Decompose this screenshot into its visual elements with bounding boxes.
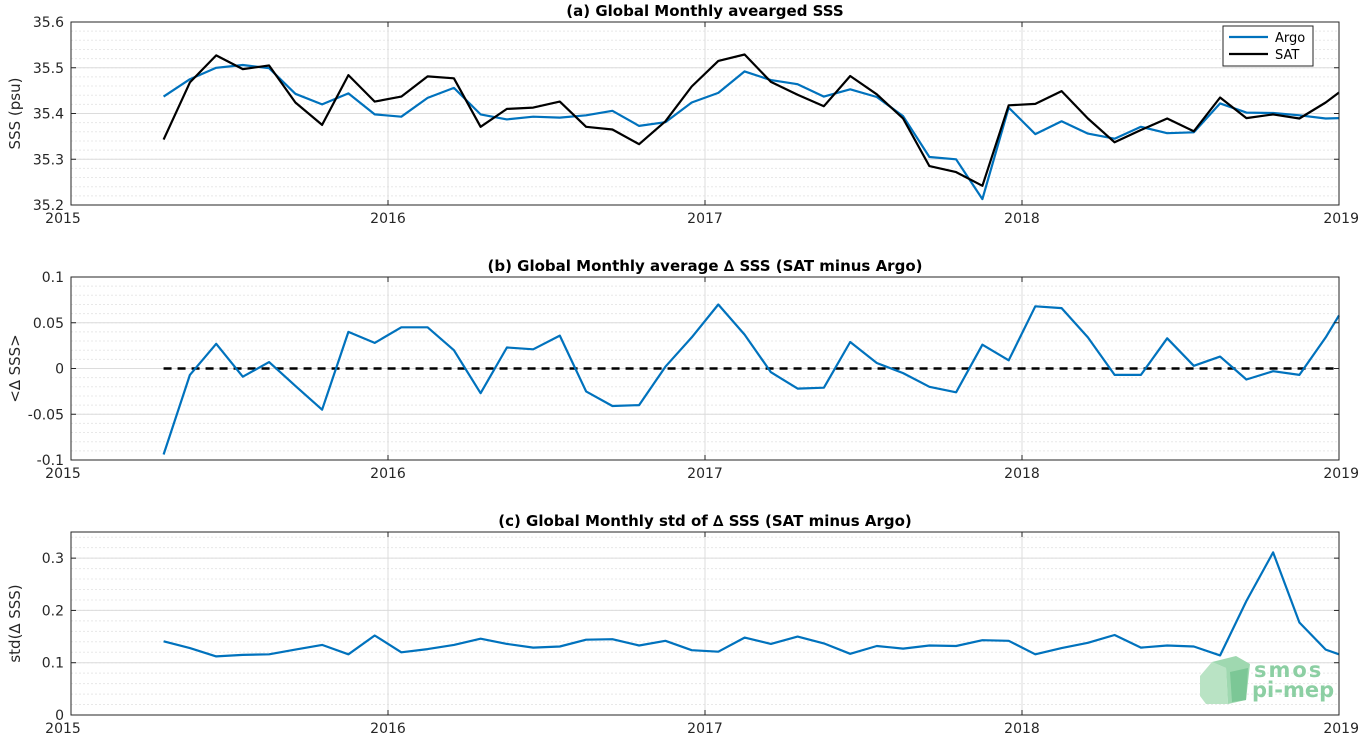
x-tick-label: 2017 [687, 466, 723, 482]
x-tick-label: 2018 [1004, 721, 1040, 737]
panel-b: 2015 2016 2017 2018 2019 -0.1 -0.05 0 0.05 0.1 (b)… [6, 257, 1359, 482]
legend: Argo SAT [1222, 25, 1314, 67]
logo-line-1: smos [1254, 658, 1323, 682]
panel-c: 2015 2016 2017 2018 2019 0 0.1 0.2 0.3 (c) Global… [6, 512, 1359, 737]
series-line-delta [162, 303, 1340, 455]
series-line-sat [162, 53, 1340, 187]
series-line-argo [162, 63, 1340, 201]
y-tick-label: 0.1 [42, 270, 64, 286]
legend-label-sat: SAT [1275, 48, 1299, 63]
logo-line-2: pi-mep [1252, 678, 1334, 702]
x-tick-label: 2018 [1004, 466, 1040, 482]
x-tick-label: 2016 [370, 721, 406, 737]
y-tick-label: 35.3 [33, 152, 64, 168]
legend-label-argo: Argo [1275, 31, 1305, 46]
y-tick-label: -0.05 [28, 407, 64, 423]
series-line-delta [163, 551, 1340, 658]
x-tick-label: 2015 [45, 211, 81, 227]
y-axis-label: SSS (psu) [6, 78, 24, 150]
y-tick-label: 35.4 [33, 107, 64, 123]
x-tick-label: 2019 [1323, 211, 1359, 227]
x-tick-label: 2015 [45, 466, 81, 482]
chart-title: (c) Global Monthly std of ∆ SSS (SAT min… [498, 512, 912, 530]
y-tick-label: 0 [55, 362, 64, 378]
x-tick-label: 2016 [370, 211, 406, 227]
y-tick-label: -0.1 [37, 453, 64, 469]
legend-box [1222, 25, 1314, 67]
x-tick-label: 2017 [687, 211, 723, 227]
y-axis-label: std(∆ SSS) [6, 584, 24, 662]
x-tick-label: 2019 [1323, 721, 1359, 737]
panel-a: 2015 2016 2017 2018 2019 35.2 35.3 35.4 35.5 35.6… [6, 2, 1359, 227]
chart-title: (a) Global Monthly avearged SSS [566, 2, 843, 20]
y-tick-label: 0.3 [42, 551, 64, 567]
y-tick-label: 0.1 [42, 656, 64, 672]
x-tick-label: 2015 [45, 721, 81, 737]
x-tick-label: 2017 [687, 721, 723, 737]
logo-glyph-icon [1200, 656, 1250, 704]
chart-title: (b) Global Monthly average ∆ SSS (SAT mi… [488, 257, 923, 275]
y-tick-label: 35.5 [33, 61, 64, 77]
y-tick-label: 0 [55, 708, 64, 724]
x-tick-label: 2019 [1323, 466, 1359, 482]
y-tick-label: 0.05 [33, 316, 64, 332]
y-tick-label: 35.6 [33, 15, 64, 31]
x-tick-label: 2018 [1004, 211, 1040, 227]
y-tick-label: 35.2 [33, 198, 64, 214]
x-tick-label: 2016 [370, 466, 406, 482]
y-tick-label: 0.2 [42, 603, 64, 619]
smos-pi-mep-logo: smos pi-mep [1200, 656, 1334, 704]
y-axis-label: <∆ SSS> [6, 334, 24, 403]
